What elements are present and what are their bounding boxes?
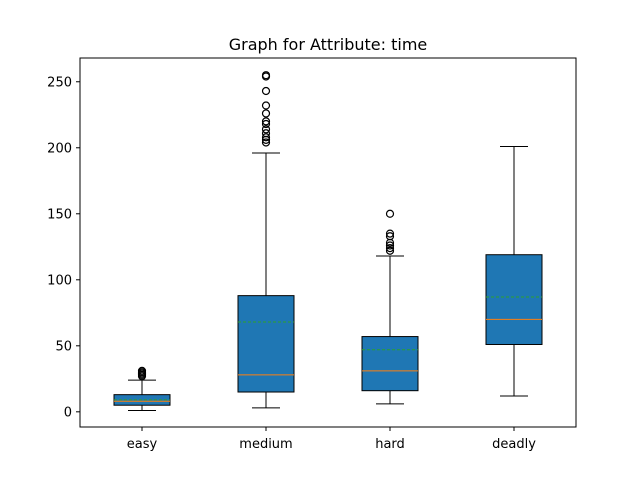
outlier-point xyxy=(261,133,271,142)
outlier-point xyxy=(261,86,271,96)
outlier-point xyxy=(385,232,395,241)
chart-title: Graph for Attribute: time xyxy=(229,35,428,54)
y-tick-label: 0 xyxy=(64,405,72,420)
outlier-point xyxy=(261,117,271,126)
outlier-point xyxy=(261,71,271,80)
outlier-point xyxy=(261,101,271,110)
outlier-point xyxy=(385,244,395,253)
outlier-point xyxy=(385,241,395,250)
x-tick-label: medium xyxy=(239,437,292,452)
plot-area xyxy=(113,71,543,411)
box-body xyxy=(361,336,419,392)
y-tick-label: 150 xyxy=(47,207,72,222)
outlier-point xyxy=(261,138,271,147)
outlier-point xyxy=(261,125,271,134)
box-deadly xyxy=(485,145,543,397)
outlier-point xyxy=(385,246,395,255)
outlier-point xyxy=(385,209,395,218)
y-tick-label: 50 xyxy=(55,339,72,354)
outlier-point xyxy=(385,229,395,238)
x-tick-label: easy xyxy=(127,437,158,452)
y-tick-label: 250 xyxy=(47,75,72,90)
y-tick-label: 100 xyxy=(47,273,72,288)
y-tick-label: 200 xyxy=(47,141,72,156)
box-hard xyxy=(361,209,419,405)
outlier-point xyxy=(261,109,271,118)
plot-frame xyxy=(79,57,577,428)
box-medium xyxy=(237,71,295,409)
box-body xyxy=(485,254,543,345)
x-tick-label: deadly xyxy=(492,437,536,452)
box-easy xyxy=(113,366,171,411)
box-body xyxy=(237,295,295,393)
x-tick-label: hard xyxy=(375,437,405,452)
x-axis: easy medium hard deadly xyxy=(127,427,536,452)
outlier-point xyxy=(261,119,271,129)
y-axis: 0 50 100 150 200 250 xyxy=(47,75,80,420)
outlier-point xyxy=(261,129,271,138)
outlier-point xyxy=(137,366,147,375)
